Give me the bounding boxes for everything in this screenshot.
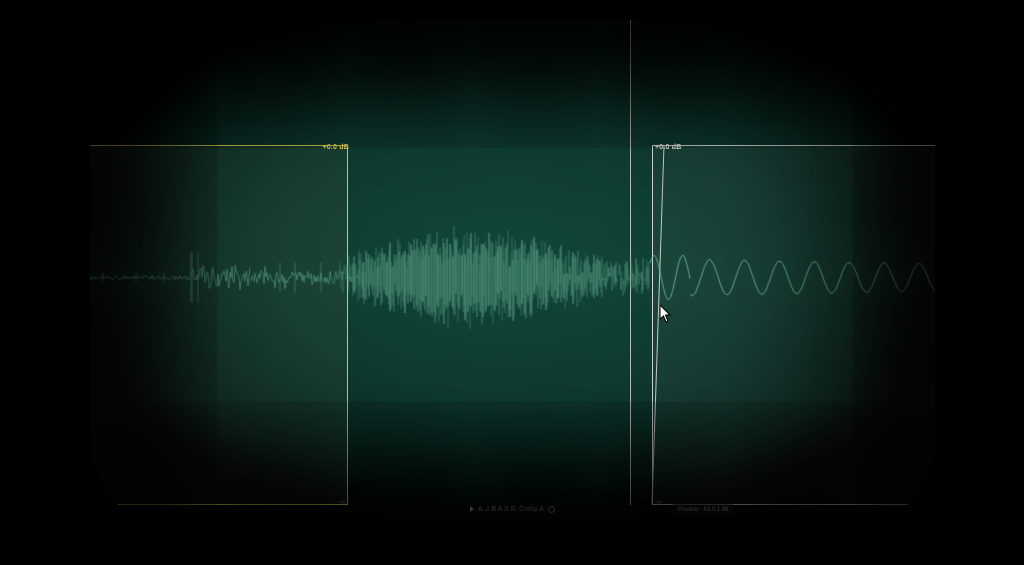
clip-gain-label-right: +0.0 dB [655,144,682,151]
playhead-cursor[interactable] [630,20,631,505]
clip-gain-label-left: +0.0 dB [323,144,350,151]
clip-gain-bottom-left: -∞ [339,500,345,506]
position-value: 43.0.1.98 [703,507,728,513]
bottom-glow-strip [90,509,935,523]
position-label: Position [678,507,699,513]
stage: +0.0 dB -∞ +0.0 dB -∞ A ♫ B A S S: Comp … [0,0,1024,565]
audio-clip-right[interactable]: +0.0 dB -∞ [652,145,935,505]
audio-clip-left[interactable]: +0.0 dB -∞ [90,145,348,505]
oscilloscope-screen[interactable]: +0.0 dB -∞ +0.0 dB -∞ A ♫ B A S S: Comp … [90,20,935,535]
position-readout: Position 43.0.1.98 [672,504,734,515]
clip-gain-bottom-right: -∞ [655,500,661,506]
app-root: +0.0 dB -∞ +0.0 dB -∞ A ♫ B A S S: Comp … [0,0,1024,565]
